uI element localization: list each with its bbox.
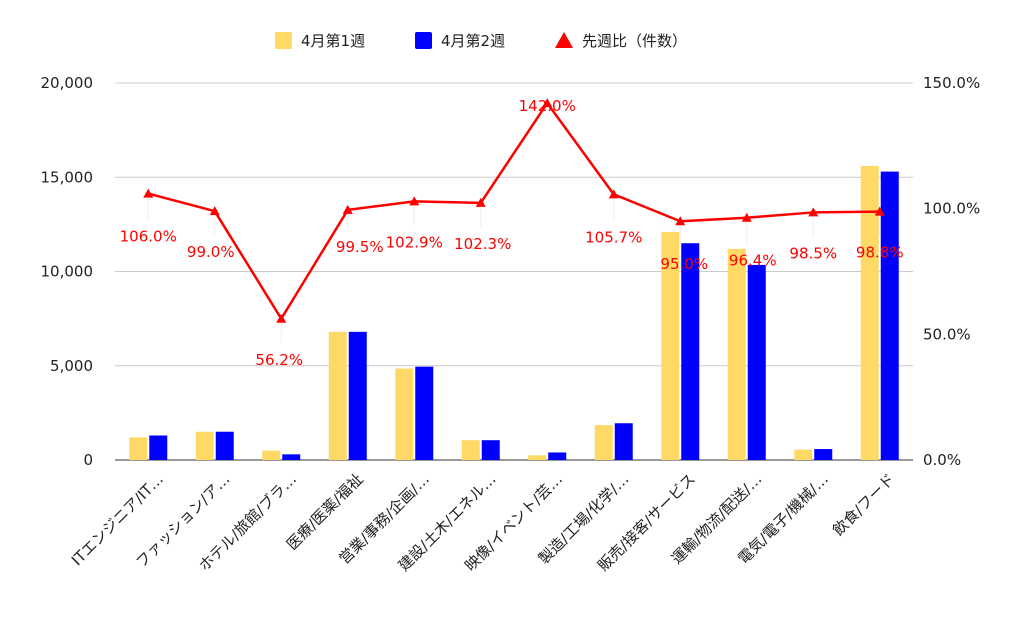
line-data-label: 102.9% [386, 233, 443, 251]
line-point-marker [342, 204, 353, 214]
bar-series [129, 165, 899, 460]
bar-week2 [681, 243, 700, 460]
right-tick-label: 0.0% [923, 451, 961, 469]
category-label: 飲食/フード [829, 470, 898, 539]
line-point-marker [874, 206, 885, 216]
bar-week2 [282, 454, 301, 460]
bar-week2 [348, 331, 367, 460]
line-series: 106.0% 99.0% 56.2% 99.5% 102.9% 102.3% 142.0% 1… [120, 97, 904, 369]
left-tick-label: 10,000 [41, 263, 94, 281]
line-point-marker [209, 206, 220, 216]
legend-swatch [415, 32, 432, 49]
right-tick-label: 150.0% [923, 74, 980, 92]
line-point-marker [143, 188, 154, 198]
bar-week1 [528, 455, 547, 460]
bar-week2 [614, 423, 633, 460]
line-data-label: 98.8% [856, 244, 904, 262]
bar-week1 [395, 368, 414, 460]
bar-week2 [814, 449, 833, 460]
x-axis-categories: ITエンジニア/IT…ファッション/ア…ホテル/旅館/ブラ…医療/医薬/福祉営業… [68, 470, 899, 575]
line-data-label: 99.0% [187, 243, 235, 261]
left-y-axis: 0 5,000 10,000 15,000 20,000 [41, 74, 94, 469]
line-point-marker [542, 98, 553, 108]
legend-label: 4月第1週 [301, 32, 365, 50]
bar-week2 [415, 366, 434, 460]
line-data-label: 105.7% [585, 228, 642, 246]
line-point-marker [675, 216, 686, 226]
left-tick-label: 0 [83, 451, 93, 469]
bar-week2 [880, 171, 899, 460]
bar-week1 [328, 331, 347, 460]
line-point-marker [409, 196, 420, 206]
bar-week1 [727, 248, 746, 460]
line-data-label: 99.5% [336, 238, 384, 256]
left-tick-label: 5,000 [50, 357, 93, 375]
bar-week1 [129, 437, 148, 460]
line-data-label: 142.0% [519, 97, 576, 115]
right-y-axis: 0.0% 50.0% 100.0% 150.0% [923, 74, 980, 469]
line-data-label: 96.4% [729, 252, 777, 270]
legend: 4月第1週 4月第2週 先週比（件数） [275, 32, 687, 50]
line-data-label: 98.5% [789, 244, 837, 262]
left-tick-label: 20,000 [41, 74, 94, 92]
left-tick-label: 15,000 [41, 168, 94, 186]
bar-week1 [262, 450, 281, 460]
bar-week1 [594, 425, 613, 460]
line-point-marker [475, 197, 486, 207]
bar-week1 [794, 449, 813, 460]
bar-week1 [661, 231, 680, 460]
line-data-label: 106.0% [120, 228, 177, 246]
line-point-marker [608, 189, 619, 199]
bar-week2 [548, 452, 567, 460]
legend-swatch [555, 32, 573, 48]
bar-week2 [481, 440, 500, 460]
legend-swatch [275, 32, 292, 49]
legend-label: 先週比（件数） [582, 32, 687, 50]
right-tick-label: 50.0% [923, 325, 971, 343]
line-data-label: 56.2% [255, 351, 303, 369]
bar-week1 [860, 165, 879, 460]
bar-week1 [461, 440, 480, 460]
bar-week1 [195, 431, 214, 460]
bar-week2 [149, 435, 168, 460]
bar-week2 [215, 431, 234, 460]
line-point-marker [808, 207, 819, 217]
legend-label: 4月第2週 [441, 32, 505, 50]
line-data-label: 102.3% [454, 235, 511, 253]
gridlines [115, 82, 913, 461]
line-path [147, 101, 880, 321]
line-data-label: 95.0% [660, 255, 708, 273]
line-point-marker [741, 212, 752, 222]
bar-week2 [747, 264, 766, 460]
right-tick-label: 100.0% [923, 200, 980, 218]
line-point-marker [276, 313, 287, 323]
